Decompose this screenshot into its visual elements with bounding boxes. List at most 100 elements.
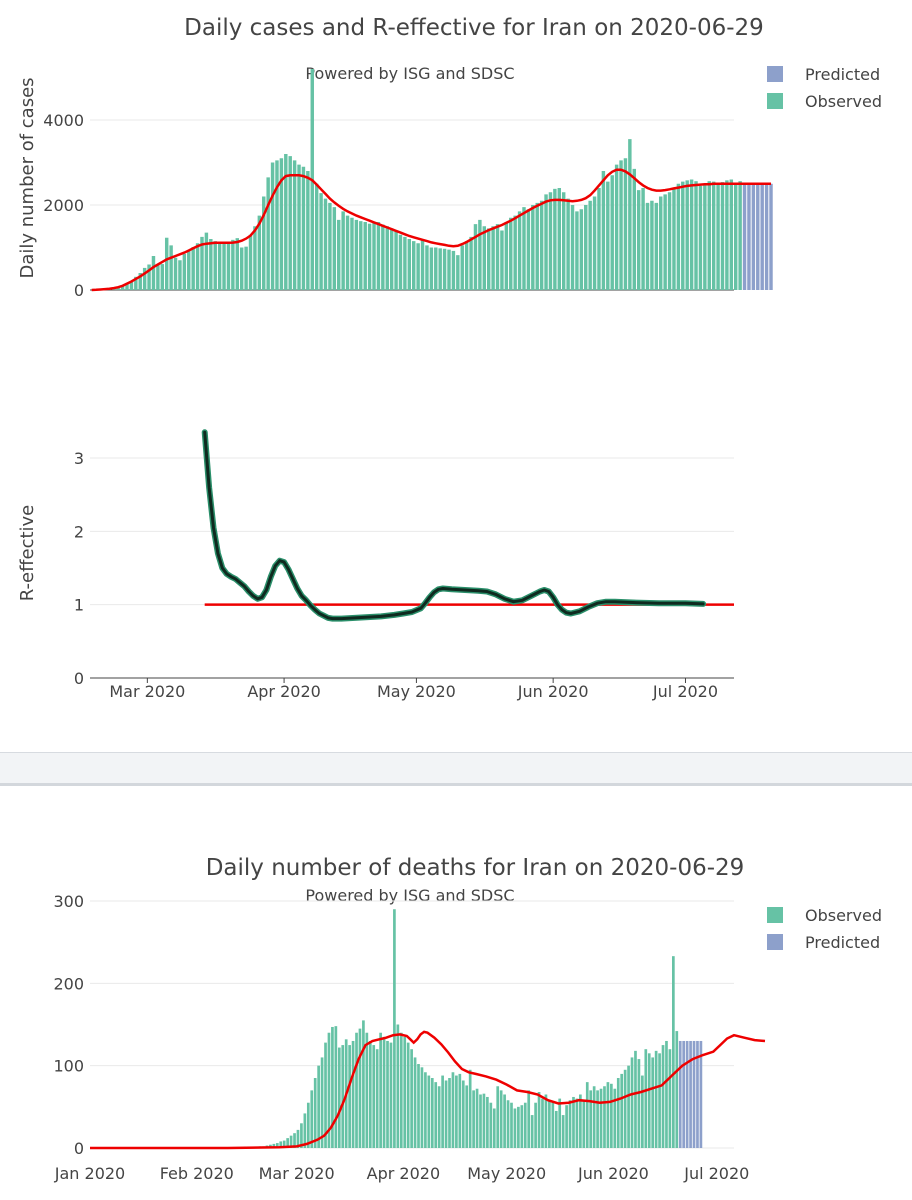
- cases-bar-observed: [262, 196, 266, 290]
- deaths-bar-predicted: [699, 1040, 703, 1148]
- deaths-bar-observed: [434, 1082, 438, 1148]
- deaths-bar-observed: [582, 1100, 586, 1148]
- deaths-bar-observed: [486, 1096, 489, 1148]
- cases-bar-observed: [200, 236, 204, 290]
- cases-bar-observed: [354, 219, 359, 290]
- cases-bar-observed: [539, 200, 544, 290]
- cases-bar-observed: [694, 181, 698, 290]
- cases-bar-observed: [292, 160, 297, 290]
- cases-bar-observed: [416, 243, 420, 290]
- deaths-bar-observed: [358, 1028, 362, 1148]
- cases-y-tick-label: 2000: [43, 196, 84, 215]
- cases-bar-observed: [561, 192, 566, 290]
- cases-bar-observed: [654, 202, 659, 290]
- deaths-bar-observed: [585, 1082, 589, 1148]
- cases-bar-observed: [636, 190, 641, 290]
- cases-bars: [94, 69, 773, 290]
- deaths-trend-line: [90, 1030, 766, 1150]
- reff-y-tick-labels: 0 1 2 3: [74, 449, 84, 688]
- cases-bar-observed: [420, 239, 425, 290]
- cases-bar-observed: [125, 283, 129, 290]
- reff-x-tick-label: Jun 2020: [517, 682, 589, 701]
- cases-bar-observed: [632, 168, 636, 290]
- cases-bar-observed: [187, 250, 191, 290]
- cases-bar-observed: [178, 260, 182, 290]
- deaths-x-tick-label: Jun 2020: [577, 1164, 649, 1183]
- deaths-bar-observed: [286, 1138, 289, 1148]
- deaths-bar-observed: [647, 1053, 651, 1148]
- deaths-bar-observed: [310, 1090, 314, 1148]
- cases-bar-observed: [720, 182, 725, 290]
- deaths-x-tick-label: Feb 2020: [160, 1164, 234, 1183]
- deaths-bar-observed: [451, 1072, 455, 1148]
- deaths-bar-observed: [327, 1032, 331, 1148]
- cases-bar-observed: [363, 222, 367, 290]
- legend-item-observed[interactable]: Observed: [767, 906, 882, 925]
- deaths-bar-observed: [579, 1094, 582, 1148]
- deaths-bar-observed: [482, 1093, 486, 1148]
- deaths-bar-observed: [403, 1036, 407, 1148]
- cases-bar-observed: [689, 179, 694, 290]
- cases-bar-observed: [284, 154, 288, 290]
- deaths-bar-observed: [296, 1129, 300, 1148]
- cases-bar-observed: [398, 234, 403, 290]
- cases-bar-observed: [526, 209, 531, 290]
- cases-bar-observed: [191, 247, 195, 290]
- deaths-bar-observed: [616, 1078, 620, 1148]
- cases-bar-observed: [451, 250, 456, 290]
- deaths-bar-observed: [541, 1098, 544, 1148]
- deaths-bar-observed: [572, 1096, 575, 1148]
- cases-y-tick-label: 4000: [43, 111, 84, 130]
- legend-item-observed[interactable]: Observed: [767, 92, 882, 111]
- cases-bar-observed: [663, 194, 667, 290]
- deaths-bar-observed: [548, 1100, 551, 1148]
- deaths-chart-title: Daily number of deaths for Iran on 2020-…: [206, 855, 745, 881]
- deaths-bar-observed: [520, 1105, 524, 1148]
- cases-legend: Predicted Observed: [767, 65, 882, 111]
- deaths-bar-observed: [375, 1049, 379, 1148]
- deaths-y-tick-labels: 0 100 200 300: [53, 892, 84, 1158]
- deaths-bar-observed: [634, 1050, 637, 1148]
- cases-bar-observed: [248, 234, 253, 290]
- cases-bar-observed: [120, 285, 125, 290]
- deaths-y-tick-label: 200: [53, 974, 84, 993]
- deaths-x-tick-label: Jul 2020: [683, 1164, 749, 1183]
- cases-bar-observed: [142, 267, 147, 290]
- cases-bar-observed: [156, 264, 160, 290]
- cases-bar-observed: [372, 222, 376, 290]
- deaths-bar-observed: [313, 1078, 317, 1148]
- deaths-bar-observed: [599, 1088, 603, 1148]
- cases-bar-observed: [442, 248, 447, 290]
- legend-swatch-predicted: [767, 66, 783, 82]
- legend-swatch-observed: [767, 907, 783, 923]
- cases-bar-observed: [169, 245, 173, 290]
- deaths-bar-observed: [641, 1075, 644, 1148]
- deaths-bar-observed: [289, 1135, 293, 1148]
- cases-bar-observed: [584, 205, 588, 290]
- deaths-bar-observed: [372, 1045, 376, 1148]
- legend-label-predicted: Predicted: [805, 65, 880, 84]
- deaths-bar-observed: [437, 1086, 441, 1148]
- cases-bar-observed: [707, 181, 711, 290]
- legend-item-predicted[interactable]: Predicted: [767, 65, 880, 84]
- cases-bar-observed: [517, 211, 522, 290]
- cases-y-tick-labels: 0 2000 4000: [43, 111, 84, 300]
- reff-y-axis-label: R-effective: [17, 505, 38, 602]
- deaths-bar-observed: [396, 1024, 400, 1148]
- deaths-bar-observed: [368, 1040, 372, 1148]
- deaths-bar-observed: [430, 1078, 434, 1148]
- deaths-bar-observed: [465, 1085, 469, 1148]
- cases-bar-observed: [513, 215, 517, 290]
- cases-bar-observed: [231, 239, 235, 290]
- deaths-y-tick-label: 0: [74, 1139, 84, 1158]
- deaths-bar-observed: [389, 1042, 393, 1148]
- legend-item-predicted[interactable]: Predicted: [767, 933, 880, 952]
- reff-x-tick-label: Apr 2020: [247, 682, 320, 701]
- deaths-bar-observed: [558, 1098, 562, 1148]
- cases-bar-observed: [500, 230, 504, 290]
- deaths-bar-observed: [355, 1032, 358, 1148]
- cases-bar-observed: [495, 224, 500, 290]
- deaths-y-tick-label: 300: [53, 892, 84, 911]
- deaths-bar-observed: [644, 1049, 648, 1148]
- cases-bar-observed: [389, 228, 394, 290]
